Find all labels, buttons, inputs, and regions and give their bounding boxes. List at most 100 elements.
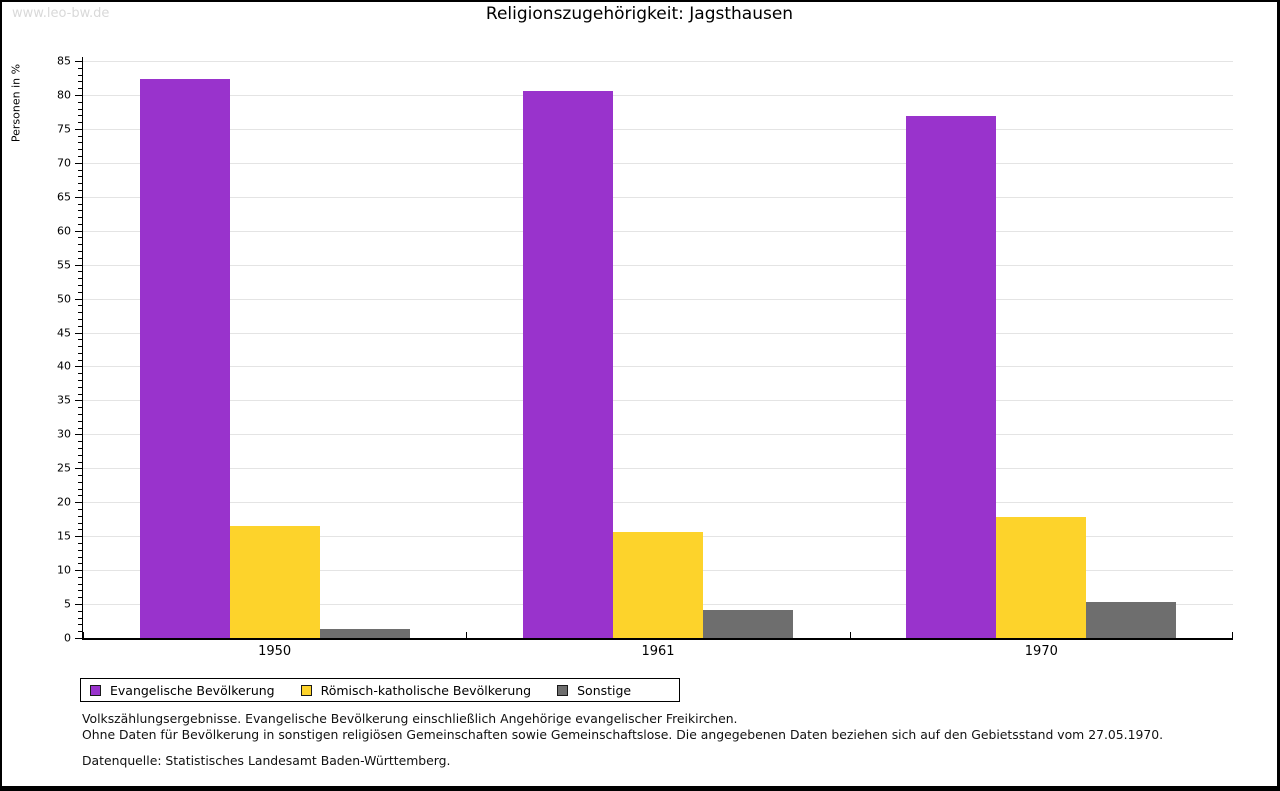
bar-sonstige-1961	[703, 610, 793, 638]
y-axis-tick	[75, 298, 82, 300]
y-axis-minor-tick	[78, 183, 82, 185]
x-axis-tick	[466, 632, 467, 638]
y-axis-minor-tick	[78, 427, 82, 429]
y-axis-tick-label: 45	[57, 326, 71, 340]
y-axis-minor-tick	[78, 610, 82, 612]
y-axis-minor-tick	[78, 101, 82, 103]
y-axis-minor-tick	[78, 542, 82, 544]
x-category-label-1950: 1950	[258, 644, 292, 659]
y-axis-minor-tick	[78, 257, 82, 259]
y-axis-minor-tick	[78, 271, 82, 273]
y-axis-tick	[75, 570, 82, 572]
y-axis-minor-tick	[78, 407, 82, 409]
gridline	[83, 94, 1233, 96]
y-axis-tick-label: 0	[64, 631, 71, 645]
bar-r-misch-katholische-bev-lkerung-1961	[613, 532, 703, 638]
y-axis-tick	[75, 264, 82, 266]
y-axis-tick-label: 10	[57, 563, 71, 577]
gridline	[83, 162, 1233, 164]
y-axis-minor-tick	[78, 475, 82, 477]
y-axis-minor-tick	[78, 149, 82, 151]
gridline	[83, 468, 1233, 470]
y-axis-minor-tick	[78, 631, 82, 633]
legend-item-sonstige: Sonstige	[557, 683, 631, 698]
y-axis-minor-tick	[78, 393, 82, 395]
y-axis-minor-tick	[78, 189, 82, 191]
y-axis-minor-tick	[78, 81, 82, 83]
bar-r-misch-katholische-bev-lkerung-1950	[229, 526, 320, 638]
y-axis-minor-tick	[78, 481, 82, 483]
y-axis-tick	[75, 230, 82, 232]
y-axis-minor-tick	[78, 359, 82, 361]
y-axis-minor-tick	[78, 509, 82, 511]
y-axis-tick	[75, 400, 82, 402]
legend-item-evangelische: Evangelische Bevölkerung	[90, 683, 275, 698]
y-axis-tick-label: 25	[57, 461, 71, 475]
y-axis-minor-tick	[78, 515, 82, 517]
y-axis-tick-label: 65	[57, 190, 71, 204]
y-axis-tick-label: 30	[57, 427, 71, 441]
y-axis-tick-label: 40	[57, 359, 71, 373]
watermark: www.leo-bw.de	[12, 6, 110, 21]
y-axis-minor-tick	[78, 413, 82, 415]
gridline	[83, 196, 1233, 198]
bar-sonstige-1970	[1086, 602, 1177, 638]
y-axis-minor-tick	[78, 244, 82, 246]
gridline	[83, 230, 1233, 232]
gridline	[83, 434, 1233, 436]
y-axis-tick	[75, 604, 82, 606]
footnote-block: Volkszählungsergebnisse. Evangelische Be…	[82, 711, 1163, 742]
y-axis-minor-tick	[78, 576, 82, 578]
y-axis-minor-tick	[78, 339, 82, 341]
y-axis-tick	[75, 502, 82, 504]
y-axis-minor-tick	[78, 312, 82, 314]
y-axis-minor-tick	[78, 67, 82, 69]
y-axis-tick	[75, 332, 82, 334]
y-axis-tick	[75, 162, 82, 164]
y-axis-minor-tick	[78, 447, 82, 449]
y-axis-minor-tick	[78, 135, 82, 137]
y-axis-tick	[75, 196, 82, 198]
legend-item-katholische: Römisch-katholische Bevölkerung	[300, 683, 531, 698]
y-axis-minor-tick	[78, 420, 82, 422]
bar-evangelische-bev-lkerung-1961	[523, 90, 613, 638]
x-category-label-1970: 1970	[1024, 644, 1058, 659]
x-axis-tick	[850, 632, 851, 638]
footnote-line-1: Volkszählungsergebnisse. Evangelische Be…	[82, 711, 738, 726]
x-axis-tick	[83, 632, 84, 638]
y-axis-minor-tick	[78, 142, 82, 144]
y-axis-tick	[75, 434, 82, 436]
footnote-line-2: Ohne Daten für Bevölkerung in sonstigen …	[82, 726, 1164, 742]
y-axis-tick	[75, 61, 82, 62]
gridline	[83, 61, 1233, 62]
bar-sonstige-1950	[319, 628, 410, 638]
bar-evangelische-bev-lkerung-1970	[906, 116, 997, 638]
y-axis-minor-tick	[78, 352, 82, 354]
y-axis-minor-tick	[78, 156, 82, 158]
y-axis-minor-tick	[78, 380, 82, 382]
y-axis-minor-tick	[78, 563, 82, 565]
y-axis-tick	[75, 94, 82, 96]
y-axis-minor-tick	[78, 291, 82, 293]
y-axis-minor-tick	[78, 217, 82, 219]
y-axis-minor-tick	[78, 583, 82, 585]
y-axis-minor-tick	[78, 176, 82, 178]
data-source-line: Datenquelle: Statistisches Landesamt Bad…	[82, 753, 451, 768]
gridline	[83, 502, 1233, 504]
y-axis-minor-tick	[78, 278, 82, 280]
gridline	[83, 128, 1233, 130]
y-axis-minor-tick	[78, 495, 82, 497]
y-axis-tick-label: 5	[64, 597, 71, 611]
y-axis-minor-tick	[78, 115, 82, 117]
y-axis-minor-tick	[78, 556, 82, 558]
y-axis-minor-tick	[78, 373, 82, 375]
legend-swatch-sonstige	[557, 684, 569, 696]
y-axis-tick	[75, 128, 82, 130]
y-axis-minor-tick	[78, 122, 82, 124]
page-title: Religionszugehörigkeit: Jagsthausen	[485, 4, 794, 24]
bar-r-misch-katholische-bev-lkerung-1970	[996, 517, 1087, 638]
gridline	[83, 366, 1233, 368]
y-axis-minor-tick	[78, 488, 82, 490]
plot-area: 0 5 10 15 20 25 30 35 40 45 50 55 60 65 70 75 80 85 1950 19…	[57, 56, 1233, 659]
y-axis-minor-tick	[78, 522, 82, 524]
